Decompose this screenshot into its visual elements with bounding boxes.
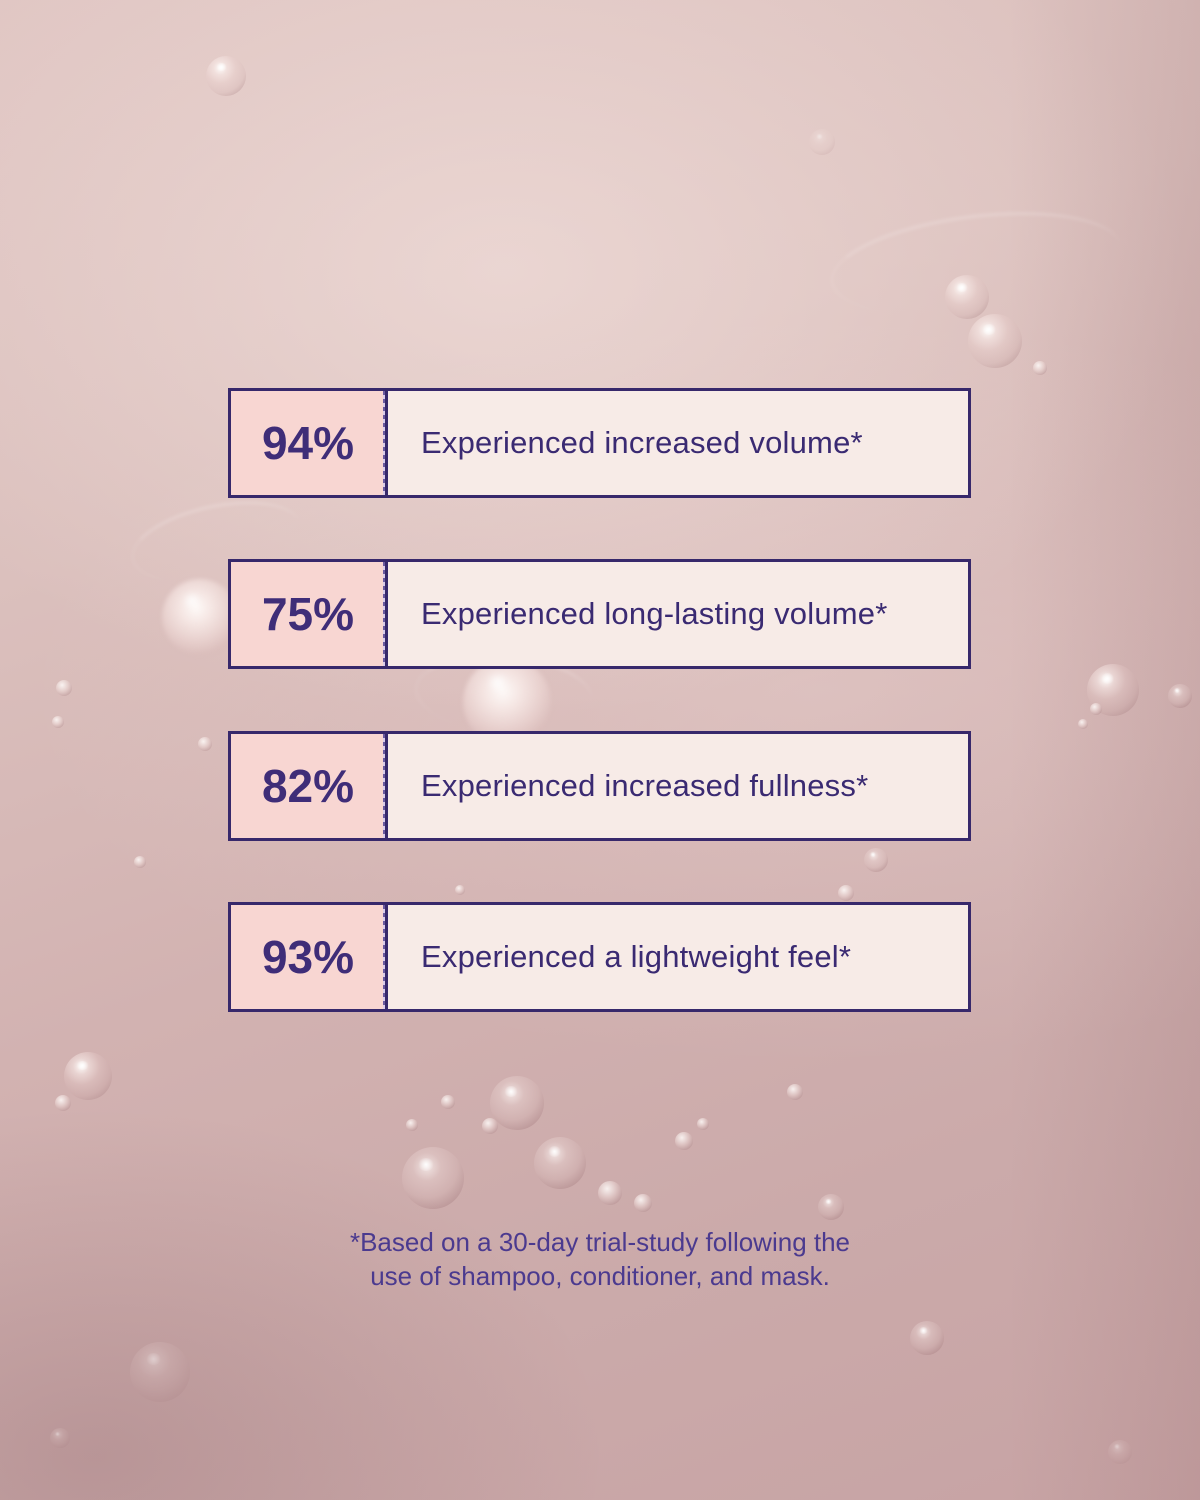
stat-row: 94% Experienced increased volume* — [228, 388, 971, 498]
bubble-decoration — [64, 1052, 112, 1100]
bubble-decoration — [441, 1095, 455, 1109]
bubble-decoration — [1033, 361, 1047, 375]
bubble-decoration — [130, 1342, 190, 1402]
stat-percent: 75% — [231, 562, 388, 666]
bubble-decoration — [56, 680, 72, 696]
stat-label: Experienced increased volume* — [421, 425, 863, 460]
bubble-decoration — [598, 1181, 622, 1205]
stat-percent: 94% — [231, 391, 388, 495]
bubble-decoration — [198, 737, 212, 751]
bubble-decoration — [809, 129, 835, 155]
bubble-decoration — [818, 1194, 844, 1220]
stat-percent: 93% — [231, 905, 388, 1009]
bubble-decoration — [55, 1095, 71, 1111]
bubble-decoration — [534, 1137, 586, 1189]
bubble-decoration — [945, 275, 989, 319]
bubble-decoration — [455, 885, 465, 895]
bubble-decoration — [402, 1147, 464, 1209]
bubble-decoration — [406, 1119, 418, 1131]
bubble-decoration — [134, 856, 146, 868]
stat-row: 75% Experienced long-lasting volume* — [228, 559, 971, 669]
bubble-decoration — [838, 885, 854, 901]
bubble-decoration — [50, 1428, 70, 1448]
bubble-decoration — [206, 56, 246, 96]
bubble-decoration — [697, 1118, 709, 1130]
bubble-decoration — [162, 579, 238, 655]
bubble-decoration — [1090, 703, 1102, 715]
stat-label: Experienced a lightweight feel* — [421, 939, 852, 974]
bubble-decoration — [1168, 684, 1192, 708]
footnote-line: *Based on a 30-day trial-study following… — [349, 1227, 851, 1257]
stat-percent: 82% — [231, 734, 388, 838]
bubble-decoration — [634, 1194, 652, 1212]
bubble-decoration — [675, 1132, 693, 1150]
bubble-decoration — [864, 848, 888, 872]
bubble-decoration — [787, 1084, 803, 1100]
stat-label: Experienced long-lasting volume* — [421, 596, 888, 631]
bubble-decoration — [52, 716, 64, 728]
footnote-line: use of shampoo, conditioner, and mask. — [370, 1261, 830, 1291]
bubble-decoration — [1078, 719, 1088, 729]
stat-row: 82% Experienced increased fullness* — [228, 731, 971, 841]
footnote: *Based on a 30-day trial-study following… — [0, 1225, 1200, 1293]
bubble-decoration — [1108, 1440, 1132, 1464]
bubble-decoration — [482, 1118, 498, 1134]
bubble-decoration — [490, 1076, 544, 1130]
stat-row: 93% Experienced a lightweight feel* — [228, 902, 971, 1012]
bubble-decoration — [910, 1321, 944, 1355]
bubble-decoration — [968, 314, 1022, 368]
stat-label: Experienced increased fullness* — [421, 768, 869, 803]
